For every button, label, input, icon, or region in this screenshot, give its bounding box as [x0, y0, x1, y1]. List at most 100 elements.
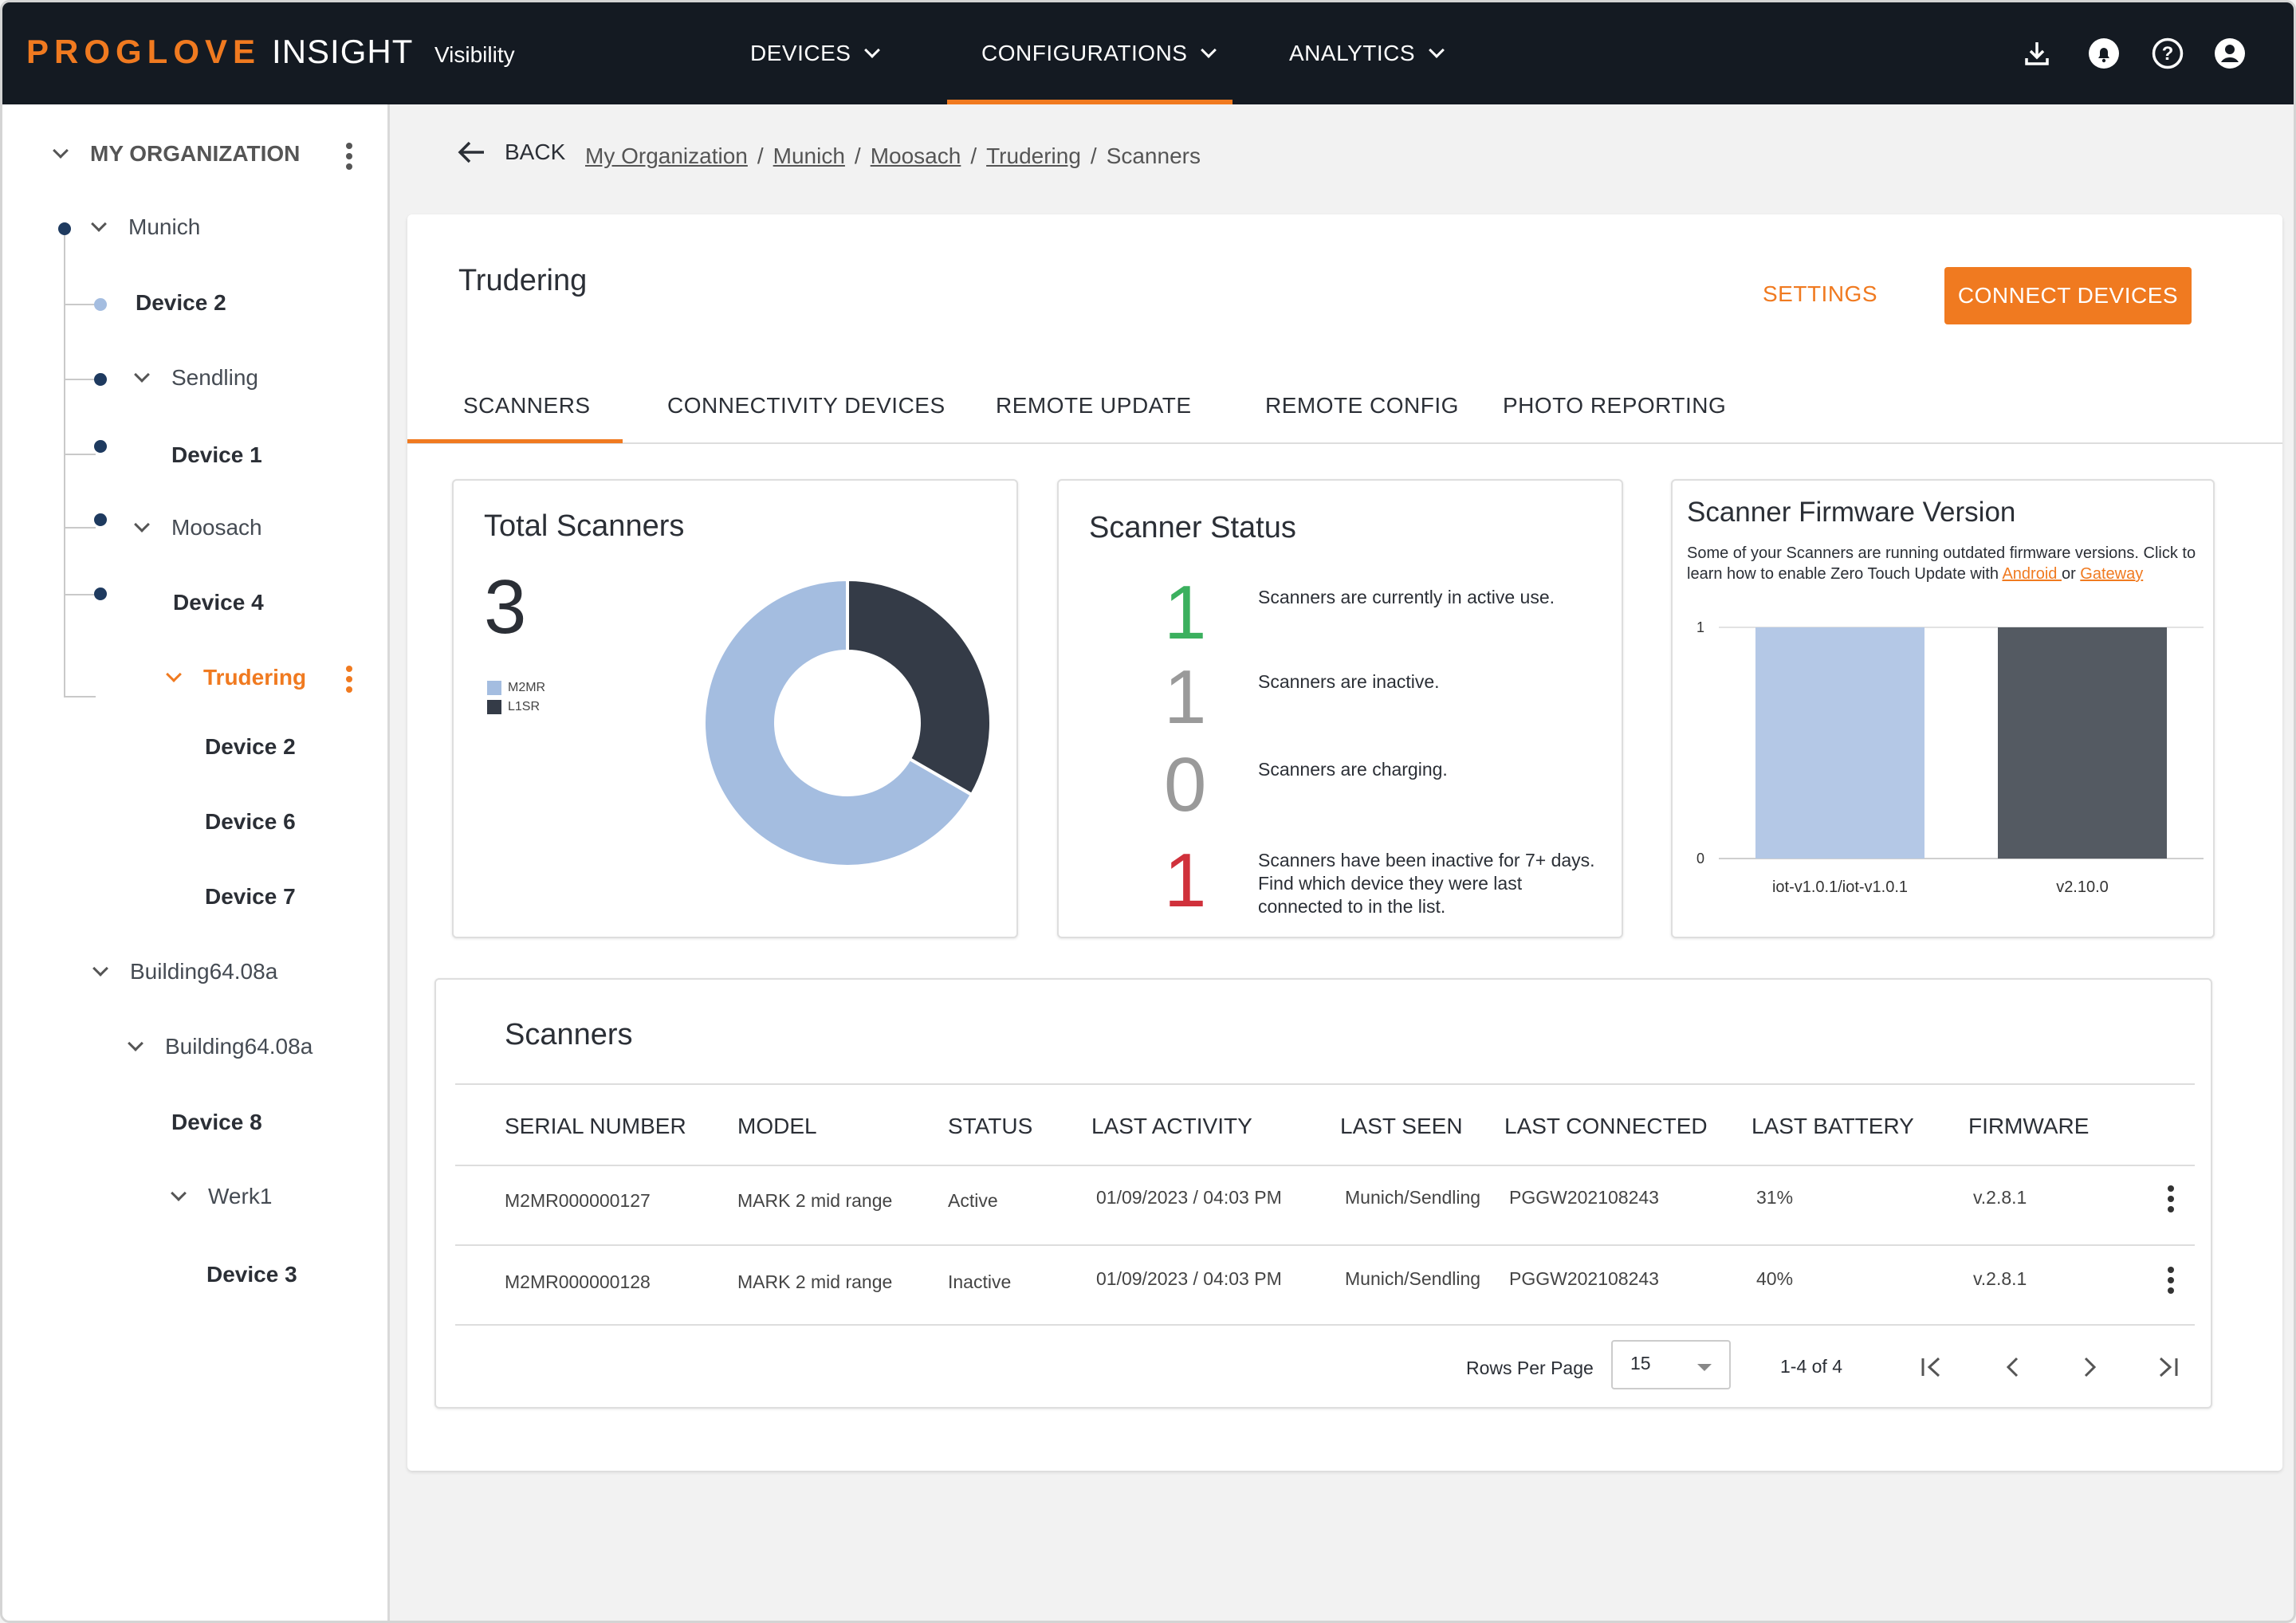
status-description: Scanners have been inactive for 7+ days.… [1258, 850, 1595, 917]
column-header[interactable]: LAST SEEN [1340, 1114, 1463, 1138]
tree-node-munich[interactable]: Munich [91, 214, 200, 240]
tree-node-device-2[interactable]: Device 2 [136, 290, 226, 316]
y-tick-label: 0 [1696, 851, 1704, 867]
tree-node-device-2b[interactable]: Device 2 [205, 734, 296, 760]
nav-configurations[interactable]: CONFIGURATIONS [981, 41, 1217, 66]
download-icon[interactable] [2021, 37, 2053, 69]
brand-suffix: INSIGHT [272, 33, 414, 70]
tree-node-label: Device 6 [205, 809, 296, 834]
bell-icon[interactable] [2088, 37, 2120, 69]
status-description: Scanners are inactive. [1258, 671, 1440, 692]
tree-node-device-4[interactable]: Device 4 [173, 590, 264, 615]
first-page-button[interactable] [1916, 1351, 1948, 1383]
donut-slice-m2mr[interactable] [702, 577, 974, 868]
column-header[interactable]: SERIAL NUMBER [505, 1114, 686, 1138]
help-icon[interactable]: ? [2152, 37, 2184, 69]
table-cell: 01/09/2023 / 04:03 PM [1096, 1187, 1282, 1208]
x-tick-label: iot-v1.0.1/iot-v1.0.1 [1772, 878, 1908, 896]
rows-per-page-value: 15 [1630, 1353, 1651, 1373]
brand-name: PROGLOVE [26, 33, 261, 70]
tab-connectivity-devices[interactable]: CONNECTIVITY DEVICES [667, 393, 946, 418]
tree-node-sendling[interactable]: Sendling [134, 365, 258, 391]
firmware-description-text: Some of your Scanners are running outdat… [1687, 544, 2196, 583]
firmware-bar[interactable] [1755, 627, 1924, 859]
tree-dot [94, 588, 107, 600]
breadcrumb-link[interactable]: Trudering [986, 143, 1081, 168]
breadcrumb-separator: / [854, 143, 861, 168]
y-tick-label: 1 [1696, 619, 1704, 635]
tree-node-device-7[interactable]: Device 7 [205, 884, 296, 910]
tree-node-werk1[interactable]: Werk1 [171, 1184, 272, 1209]
table-cell: 01/09/2023 / 04:03 PM [1096, 1268, 1282, 1289]
table-cell: M2MR000000128 [505, 1271, 651, 1292]
column-header[interactable]: MODEL [737, 1114, 817, 1138]
tree-node-trudering[interactable]: Trudering [166, 665, 307, 690]
tree-node-device-1[interactable]: Device 1 [171, 442, 262, 468]
tree-dot [94, 373, 107, 386]
table-cell: M2MR000000127 [505, 1190, 651, 1211]
last-page-icon [2159, 1357, 2178, 1377]
account-icon[interactable] [2214, 37, 2246, 69]
tree-line [64, 594, 96, 595]
tree-root[interactable]: MY ORGANIZATION [53, 141, 301, 167]
tree-line [64, 527, 96, 529]
firmware-description-or: or [2061, 565, 2081, 583]
breadcrumb-link[interactable]: Munich [773, 143, 845, 168]
breadcrumb-separator: / [1090, 143, 1097, 168]
legend-swatch [487, 681, 501, 695]
tab-remote-config[interactable]: REMOTE CONFIG [1265, 393, 1459, 418]
tab-bar: SCANNERS CONNECTIVITY DEVICES REMOTE UPD… [407, 383, 2282, 444]
rows-per-page-select[interactable]: 15 [1611, 1340, 1731, 1389]
tree-root-label: MY ORGANIZATION [90, 141, 301, 166]
tab-photo-reporting[interactable]: PHOTO REPORTING [1503, 393, 1727, 418]
previous-page-button[interactable] [1997, 1351, 2029, 1383]
row-more-icon[interactable] [2168, 1267, 2174, 1294]
trudering-more-icon[interactable] [346, 666, 352, 693]
column-header[interactable]: STATUS [948, 1114, 1033, 1138]
back-button[interactable]: BACK [457, 140, 565, 165]
tree-line [64, 454, 96, 455]
donut-slice-l1sr[interactable] [846, 577, 993, 797]
gateway-link[interactable]: Gateway [2080, 565, 2144, 583]
tree-line [64, 229, 65, 698]
tree-node-moosach[interactable]: Moosach [134, 515, 262, 540]
column-header[interactable]: LAST BATTERY [1751, 1114, 1914, 1138]
brand-logo[interactable]: PROGLOVE INSIGHT [26, 33, 413, 71]
nav-devices[interactable]: DEVICES [750, 41, 881, 66]
breadcrumb-link[interactable]: Moosach [870, 143, 961, 168]
nav-analytics-label: ANALYTICS [1289, 41, 1416, 65]
column-header[interactable]: FIRMWARE [1968, 1114, 2090, 1138]
table-cell: Inactive [948, 1271, 1012, 1292]
firmware-bar[interactable] [1998, 627, 2167, 859]
tree-node-label: Device 2 [205, 734, 296, 759]
android-link[interactable]: Android [2002, 565, 2062, 583]
tree-node-label: Trudering [203, 665, 307, 690]
top-bar: PROGLOVE INSIGHT Visibility DEVICES CONFI… [2, 2, 2294, 104]
table-cell: Munich/Sendling [1345, 1268, 1481, 1289]
column-header[interactable]: LAST ACTIVITY [1091, 1114, 1252, 1138]
tree-node-device-8[interactable]: Device 8 [171, 1110, 262, 1135]
chevron-down-icon [171, 1185, 187, 1201]
last-page-button[interactable] [2152, 1351, 2184, 1383]
breadcrumb-link[interactable]: My Organization [585, 143, 748, 168]
row-more-icon[interactable] [2168, 1185, 2174, 1212]
tab-remote-update[interactable]: REMOTE UPDATE [996, 393, 1192, 418]
nav-analytics[interactable]: ANALYTICS [1289, 41, 1445, 66]
tree-node-device-6[interactable]: Device 6 [205, 809, 296, 835]
chevron-down-icon [166, 666, 182, 682]
tree-node-device-3[interactable]: Device 3 [206, 1262, 297, 1287]
tab-scanners[interactable]: SCANNERS [463, 393, 591, 418]
column-header[interactable]: LAST CONNECTED [1504, 1114, 1708, 1138]
root-more-icon[interactable] [346, 143, 352, 170]
settings-button[interactable]: SETTINGS [1763, 281, 1878, 306]
tree-node-building-b[interactable]: Building64.08a [128, 1034, 313, 1059]
tree-dot [94, 440, 107, 453]
svg-text:?: ? [2162, 43, 2174, 65]
next-page-button[interactable] [2074, 1351, 2105, 1383]
status-count: 0 [1164, 742, 1207, 827]
org-tree-sidebar: MY ORGANIZATION Munich Device 2 Sendling… [2, 104, 390, 1621]
chevron-down-icon [128, 1035, 144, 1051]
connect-devices-button[interactable]: CONNECT DEVICES [1944, 267, 2192, 324]
tree-node-building-a[interactable]: Building64.08a [92, 959, 277, 984]
widget-title: Scanner Firmware Version [1687, 497, 2016, 528]
